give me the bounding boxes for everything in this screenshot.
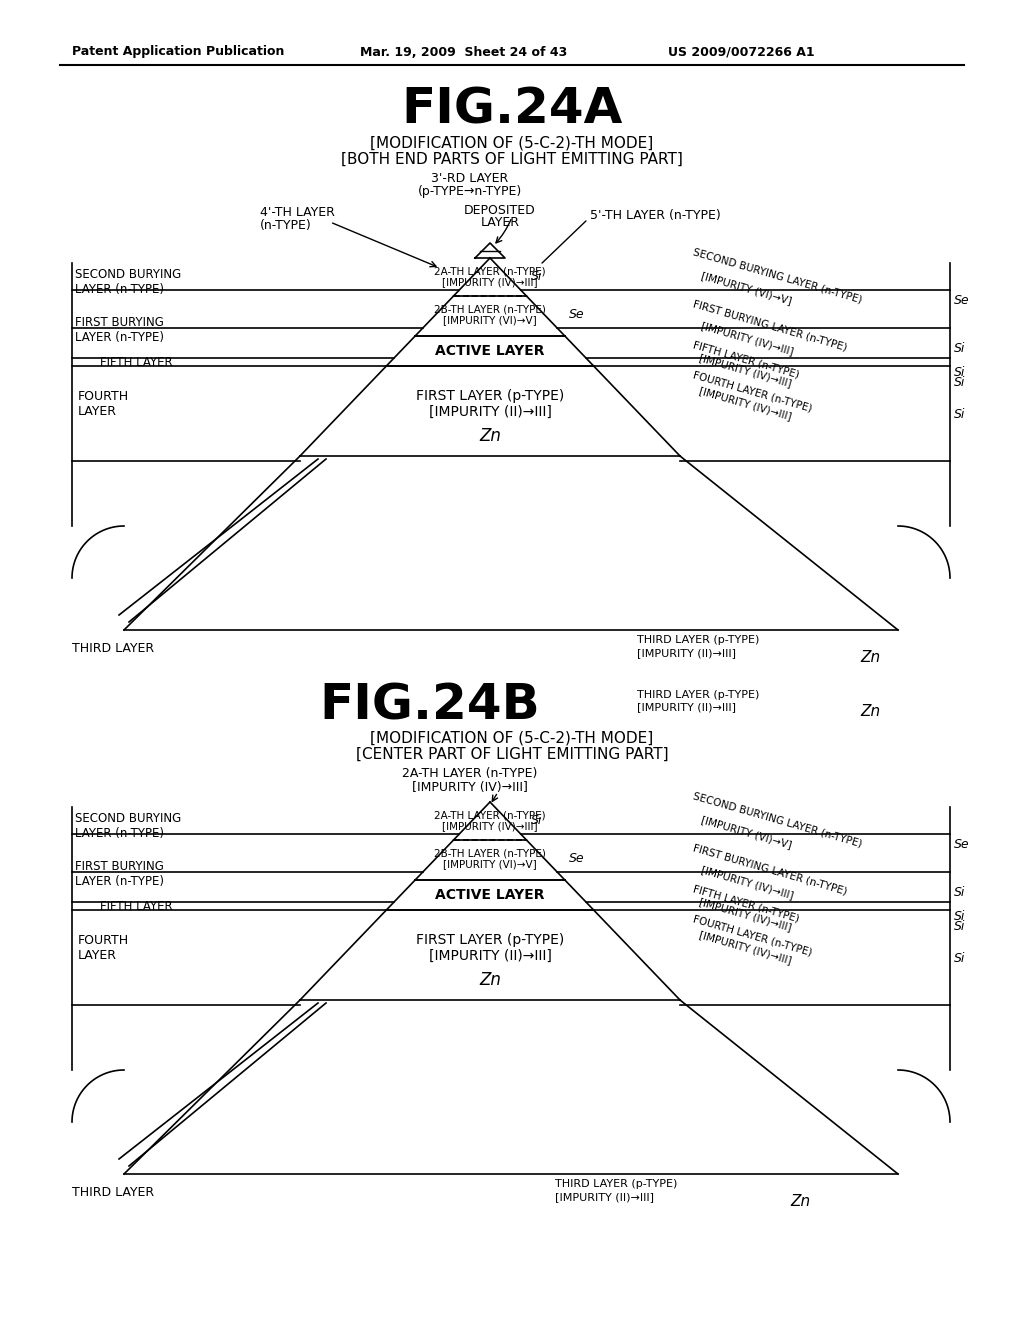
Text: ACTIVE LAYER: ACTIVE LAYER bbox=[435, 345, 545, 358]
Text: Si: Si bbox=[954, 342, 966, 355]
Text: [IMPURITY (II)→III]: [IMPURITY (II)→III] bbox=[637, 702, 736, 711]
Text: Se: Se bbox=[569, 851, 585, 865]
Text: [IMPURITY (II)→III]: [IMPURITY (II)→III] bbox=[429, 405, 552, 418]
Text: Zn: Zn bbox=[860, 651, 880, 665]
Text: Zn: Zn bbox=[790, 1195, 810, 1209]
Text: Si: Si bbox=[954, 408, 966, 421]
Text: [MODIFICATION OF (5-C-2)-TH MODE]: [MODIFICATION OF (5-C-2)-TH MODE] bbox=[371, 136, 653, 150]
Text: Patent Application Publication: Patent Application Publication bbox=[72, 45, 285, 58]
Text: Si: Si bbox=[954, 886, 966, 899]
Text: Se: Se bbox=[954, 293, 970, 306]
Text: (p-TYPE→n-TYPE): (p-TYPE→n-TYPE) bbox=[418, 185, 522, 198]
Text: FOURTH LAYER (n-TYPE): FOURTH LAYER (n-TYPE) bbox=[692, 915, 813, 958]
Text: THIRD LAYER (p-TYPE): THIRD LAYER (p-TYPE) bbox=[637, 690, 760, 700]
Text: [IMPURITY (IV)→III]: [IMPURITY (IV)→III] bbox=[700, 319, 795, 356]
Text: FIFTH LAYER: FIFTH LAYER bbox=[100, 355, 173, 368]
Text: FIG.24A: FIG.24A bbox=[401, 86, 623, 135]
Text: FIRST BURYING
LAYER (n-TYPE): FIRST BURYING LAYER (n-TYPE) bbox=[75, 315, 164, 345]
Text: 2B-TH LAYER (n-TYPE): 2B-TH LAYER (n-TYPE) bbox=[434, 305, 546, 315]
Text: ACTIVE LAYER: ACTIVE LAYER bbox=[435, 888, 545, 902]
Text: Si: Si bbox=[954, 375, 966, 388]
Text: THIRD LAYER: THIRD LAYER bbox=[72, 1185, 155, 1199]
Text: 5'-TH LAYER (n-TYPE): 5'-TH LAYER (n-TYPE) bbox=[590, 209, 721, 222]
Text: 2B-TH LAYER (n-TYPE): 2B-TH LAYER (n-TYPE) bbox=[434, 849, 546, 859]
Text: 2A-TH LAYER (n-TYPE): 2A-TH LAYER (n-TYPE) bbox=[434, 810, 546, 821]
Text: SECOND BURYING LAYER (n-TYPE): SECOND BURYING LAYER (n-TYPE) bbox=[692, 247, 863, 305]
Text: FOURTH LAYER (n-TYPE): FOURTH LAYER (n-TYPE) bbox=[692, 370, 813, 413]
Text: THIRD LAYER: THIRD LAYER bbox=[72, 642, 155, 655]
Text: 3'-RD LAYER: 3'-RD LAYER bbox=[431, 172, 509, 185]
Text: [IMPURITY (VI)→V]: [IMPURITY (VI)→V] bbox=[443, 315, 537, 325]
Text: US 2009/0072266 A1: US 2009/0072266 A1 bbox=[668, 45, 815, 58]
Text: Si: Si bbox=[954, 952, 966, 965]
Text: LAYER: LAYER bbox=[480, 215, 519, 228]
Text: THIRD LAYER (p-TYPE): THIRD LAYER (p-TYPE) bbox=[637, 635, 760, 645]
Text: Se: Se bbox=[569, 308, 585, 321]
Text: Zn: Zn bbox=[479, 426, 501, 445]
Text: FIFTH LAYER (n-TYPE): FIFTH LAYER (n-TYPE) bbox=[692, 341, 801, 380]
Text: FIRST LAYER (p-TYPE): FIRST LAYER (p-TYPE) bbox=[416, 389, 564, 403]
Text: Zn: Zn bbox=[860, 705, 880, 719]
Text: DEPOSITED: DEPOSITED bbox=[464, 203, 536, 216]
Text: FOURTH
LAYER: FOURTH LAYER bbox=[78, 935, 129, 962]
Text: FIFTH LAYER (n-TYPE): FIFTH LAYER (n-TYPE) bbox=[692, 884, 801, 924]
Text: [IMPURITY (II)→III]: [IMPURITY (II)→III] bbox=[555, 1192, 654, 1203]
Text: FIRST BURYING
LAYER (n-TYPE): FIRST BURYING LAYER (n-TYPE) bbox=[75, 861, 164, 888]
Text: [IMPURITY (IV)→III]: [IMPURITY (IV)→III] bbox=[700, 865, 795, 900]
Text: 2A-TH LAYER (n-TYPE): 2A-TH LAYER (n-TYPE) bbox=[402, 767, 538, 780]
Text: Si: Si bbox=[530, 813, 542, 826]
Text: SECOND BURYING
LAYER (n-TYPE): SECOND BURYING LAYER (n-TYPE) bbox=[75, 268, 181, 296]
Text: [IMPURITY (VI)→V]: [IMPURITY (VI)→V] bbox=[443, 859, 537, 869]
Text: [IMPURITY (IV)→III]: [IMPURITY (IV)→III] bbox=[698, 385, 793, 421]
Text: 2A-TH LAYER (n-TYPE): 2A-TH LAYER (n-TYPE) bbox=[434, 267, 546, 277]
Text: [IMPURITY (II)→III]: [IMPURITY (II)→III] bbox=[429, 949, 552, 964]
Text: Si: Si bbox=[954, 366, 966, 379]
Text: Si: Si bbox=[530, 269, 542, 282]
Text: [IMPURITY (II)→III]: [IMPURITY (II)→III] bbox=[637, 648, 736, 657]
Text: FIRST LAYER (p-TYPE): FIRST LAYER (p-TYPE) bbox=[416, 933, 564, 946]
Text: SECOND BURYING
LAYER (n-TYPE): SECOND BURYING LAYER (n-TYPE) bbox=[75, 812, 181, 840]
Text: [IMPURITY (IV)→III]: [IMPURITY (IV)→III] bbox=[698, 929, 793, 965]
Text: Si: Si bbox=[954, 909, 966, 923]
Text: FIFTH LAYER: FIFTH LAYER bbox=[100, 899, 173, 912]
Text: [IMPURITY (IV)→III]: [IMPURITY (IV)→III] bbox=[698, 896, 793, 932]
Text: FIRST BURYING LAYER (n-TYPE): FIRST BURYING LAYER (n-TYPE) bbox=[692, 843, 848, 896]
Text: [IMPURITY (IV)→III]: [IMPURITY (IV)→III] bbox=[442, 821, 538, 832]
Text: Si: Si bbox=[954, 920, 966, 932]
Text: THIRD LAYER (p-TYPE): THIRD LAYER (p-TYPE) bbox=[555, 1179, 677, 1189]
Text: [IMPURITY (IV)→III]: [IMPURITY (IV)→III] bbox=[442, 277, 538, 286]
Text: [BOTH END PARTS OF LIGHT EMITTING PART]: [BOTH END PARTS OF LIGHT EMITTING PART] bbox=[341, 152, 683, 166]
Text: [IMPURITY (IV)→III]: [IMPURITY (IV)→III] bbox=[412, 780, 528, 793]
Text: FOURTH
LAYER: FOURTH LAYER bbox=[78, 389, 129, 418]
Text: SECOND BURYING LAYER (n-TYPE): SECOND BURYING LAYER (n-TYPE) bbox=[692, 791, 863, 849]
Text: [MODIFICATION OF (5-C-2)-TH MODE]: [MODIFICATION OF (5-C-2)-TH MODE] bbox=[371, 730, 653, 746]
Text: Zn: Zn bbox=[479, 972, 501, 989]
Text: [IMPURITY (IV)→III]: [IMPURITY (IV)→III] bbox=[698, 352, 793, 388]
Text: Mar. 19, 2009  Sheet 24 of 43: Mar. 19, 2009 Sheet 24 of 43 bbox=[360, 45, 567, 58]
Text: FIG.24B: FIG.24B bbox=[319, 681, 541, 729]
Text: [IMPURITY (VI)→V]: [IMPURITY (VI)→V] bbox=[700, 271, 793, 306]
Text: 4'-TH LAYER: 4'-TH LAYER bbox=[260, 206, 335, 219]
Text: [IMPURITY (VI)→V]: [IMPURITY (VI)→V] bbox=[700, 814, 793, 850]
Text: [CENTER PART OF LIGHT EMITTING PART]: [CENTER PART OF LIGHT EMITTING PART] bbox=[355, 747, 669, 762]
Text: (n-TYPE): (n-TYPE) bbox=[260, 219, 311, 231]
Text: Se: Se bbox=[954, 837, 970, 850]
Text: FIRST BURYING LAYER (n-TYPE): FIRST BURYING LAYER (n-TYPE) bbox=[692, 300, 848, 352]
